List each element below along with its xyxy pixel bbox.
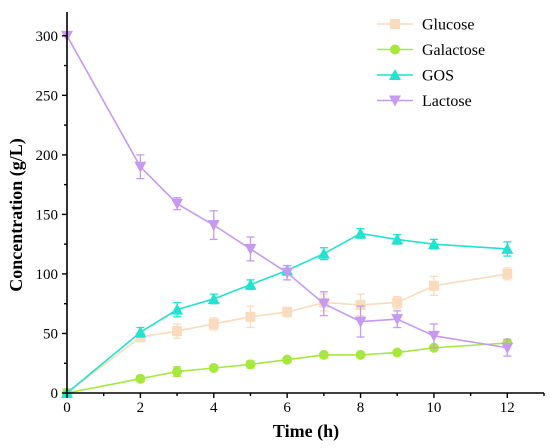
series-glucose <box>62 267 513 398</box>
series-lactose <box>61 30 514 357</box>
data-point <box>501 342 514 354</box>
legend-item-lactose: Lactose <box>377 93 472 110</box>
x-tick-label: 4 <box>210 400 218 416</box>
series-galactose <box>62 337 513 398</box>
y-tick-label: 50 <box>43 326 58 342</box>
data-point <box>244 243 257 255</box>
data-point <box>355 299 366 310</box>
data-point <box>501 242 514 254</box>
data-point <box>392 297 403 308</box>
data-point <box>502 268 513 279</box>
x-tick-label: 12 <box>500 400 515 416</box>
x-tick-label: 10 <box>426 400 441 416</box>
legend-item-gos: GOS <box>377 68 454 85</box>
y-tick-label: 100 <box>36 267 59 283</box>
y-tick-label: 250 <box>36 88 59 104</box>
y-axis-title: Concentration (g/L) <box>6 138 27 291</box>
legend-marker <box>390 44 400 55</box>
data-point <box>172 366 183 377</box>
data-point <box>245 311 256 322</box>
data-point <box>171 198 184 210</box>
x-tick-label: 0 <box>63 400 71 416</box>
data-point <box>355 349 366 360</box>
data-point <box>354 227 367 239</box>
data-point <box>134 161 147 173</box>
data-point <box>281 267 294 279</box>
data-point <box>245 359 256 370</box>
legend-label: Galactose <box>422 42 485 59</box>
data-point <box>354 316 367 328</box>
series-line <box>66 273 508 394</box>
data-point <box>208 362 219 373</box>
data-point <box>391 233 404 245</box>
data-point <box>282 354 293 365</box>
data-point <box>208 318 219 329</box>
legend-marker <box>389 95 401 107</box>
data-point <box>391 314 404 326</box>
legend-marker <box>390 19 400 29</box>
y-tick-label: 300 <box>36 29 59 45</box>
data-point <box>392 347 403 358</box>
data-point <box>172 326 183 337</box>
legend-item-galactose: Galactose <box>377 42 485 59</box>
data-point <box>427 238 440 250</box>
legend-marker <box>389 69 401 80</box>
y-tick-label: 0 <box>51 386 59 402</box>
legend: Glucose Galactose GOS Lactose <box>377 17 485 110</box>
data-point <box>207 292 220 304</box>
y-tick-label: 200 <box>36 148 59 164</box>
data-point <box>318 349 329 360</box>
data-point <box>135 373 146 384</box>
x-tick-label: 8 <box>357 400 365 416</box>
axes: 0 2 4 6 8 10 12 0 50 100 150 200 250 300 <box>36 12 545 416</box>
data-point <box>428 280 439 291</box>
data-point <box>171 303 184 315</box>
x-tick-label: 2 <box>137 400 145 416</box>
legend-label: GOS <box>422 68 454 85</box>
data-point <box>317 247 330 259</box>
data-point <box>207 220 220 232</box>
legend-label: Lactose <box>422 93 472 110</box>
data-point <box>244 278 257 290</box>
plot-area <box>61 30 514 398</box>
series-line <box>66 342 508 394</box>
legend-item-glucose: Glucose <box>377 17 474 34</box>
data-point <box>317 298 330 310</box>
x-tick-label: 6 <box>283 400 291 416</box>
data-point <box>134 326 147 338</box>
y-tick-label: 150 <box>36 207 59 223</box>
x-axis-title: Time (h) <box>273 421 339 442</box>
legend-label: Glucose <box>422 17 474 34</box>
data-point <box>282 307 293 318</box>
data-point <box>427 330 440 342</box>
